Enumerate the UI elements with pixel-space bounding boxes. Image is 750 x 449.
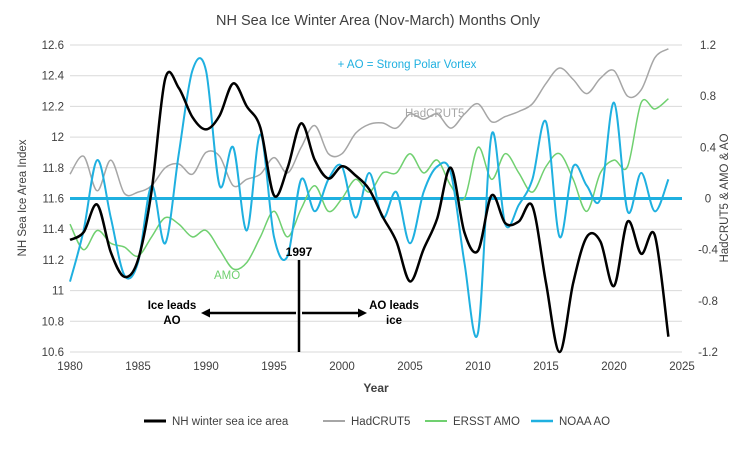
right-tick-label: -0.8 [698,296,718,308]
x-tick-label: 1980 [57,361,83,373]
x-tick-label: 2015 [533,361,559,373]
legend-label: ERSST AMO [453,416,520,428]
left-arrow-head [201,308,210,318]
right-tick-label: 1.2 [700,40,716,52]
amo-label: AMO [214,270,240,282]
left-tick-label: 12.2 [42,101,64,113]
x-tick-label: 1995 [261,361,287,373]
x-axis-label: Year [363,381,389,395]
left-tick-label: 11 [52,286,64,298]
left-tick-label: 10.6 [42,347,64,359]
left-tick-label: 11.4 [42,224,64,236]
x-tick-label: 2005 [397,361,423,373]
x-tick-label: 2010 [465,361,491,373]
left-tick-label: 12 [51,132,64,144]
legend-item: NOAA AO [531,416,610,428]
ao-note: + AO = Strong Polar Vortex [338,59,477,71]
right-axis-ticks: -1.2 -0.8 -0.4 0 0.4 0.8 1.2 [698,40,718,359]
left-tick-label: 11.2 [42,255,64,267]
series-line-noaa-ao [69,57,670,338]
series-lines [69,48,682,354]
left-arrow-text-2: AO [163,315,180,327]
left-tick-label: 12.6 [42,40,64,52]
left-tick-label: 12.4 [42,71,65,83]
chart-title: NH Sea Ice Winter Area (Nov-March) Month… [216,13,541,29]
hadcrut-label: HadCRUT5 [405,108,464,120]
series-line-nh-winter-sea-ice-area [69,70,670,354]
series-line-hadcrut5 [69,48,669,197]
legend-label: HadCRUT5 [351,416,410,428]
left-tick-label: 10.8 [42,316,64,328]
right-tick-label: 0 [705,194,711,206]
right-tick-label: 0.4 [700,142,717,154]
left-arrow-text-1: Ice leads [148,300,197,312]
legend-label: NOAA AO [559,416,610,428]
legend-item: NH winter sea ice area [144,416,289,428]
x-tick-label: 2025 [669,361,695,373]
legend-item: HadCRUT5 [323,416,410,428]
x-axis-ticks: 1980 1985 1990 1995 2000 2005 2010 2015 2020 2025 [57,361,695,373]
year-marker-label: 1997 [286,245,313,259]
right-arrow-text-1: AO leads [369,300,419,312]
x-tick-label: 1990 [193,361,219,373]
y-axis-right-label: HadCRUT5 & AMO & AO [719,133,731,262]
left-axis-ticks: 10.6 10.8 11 11.2 11.4 11.6 11.8 12 12.2 12.4 12.6 [42,40,65,359]
right-tick-label: 0.8 [700,91,716,103]
left-tick-label: 11.8 [42,163,64,175]
x-tick-label: 2020 [601,361,627,373]
left-tick-label: 11.6 [42,194,64,206]
right-arrow-head [358,308,367,318]
legend-label: NH winter sea ice area [172,416,289,428]
y-axis-left-label: NH Sea Ice Area Index [17,139,29,256]
legend: NH winter sea ice area HadCRUT5 ERSST AMO N… [144,416,610,428]
x-tick-label: 1985 [125,361,151,373]
right-tick-label: -0.4 [698,245,718,257]
right-tick-label: -1.2 [698,347,718,359]
x-tick-label: 2000 [329,361,355,373]
legend-item: ERSST AMO [425,416,520,428]
right-arrow-text-2: ice [386,315,402,327]
